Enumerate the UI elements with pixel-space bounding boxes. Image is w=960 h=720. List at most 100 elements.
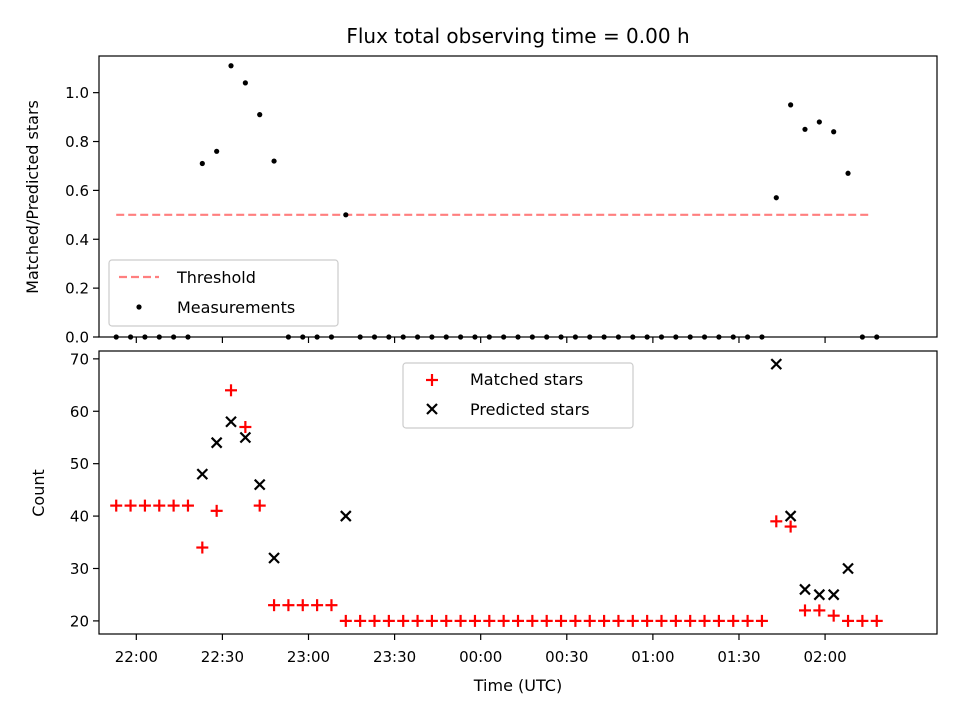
count-legend-box xyxy=(402,362,634,429)
matched-star-point xyxy=(311,599,324,612)
matched-star-point xyxy=(856,614,869,627)
ratio-y-tick-label: 0.0 xyxy=(65,329,89,347)
predicted-star-point xyxy=(225,415,237,428)
matched-star-point xyxy=(712,614,725,627)
matched-star-point xyxy=(626,614,639,627)
count-legend: Matched stars Predicted stars xyxy=(402,362,634,429)
ratio-y-axis-label: Matched/Predicted stars xyxy=(23,100,42,294)
measurement-point xyxy=(257,112,263,118)
matched-star-point xyxy=(770,515,783,528)
ratio-y-tick-label: 0.2 xyxy=(65,280,89,298)
matched-star-point xyxy=(483,614,496,627)
matched-star-point xyxy=(397,614,410,627)
matched-star-point xyxy=(268,599,281,612)
measurement-point xyxy=(773,195,779,201)
count-y-axis-label: Count xyxy=(29,469,48,517)
matched-star-point xyxy=(138,499,151,512)
matched-star-point xyxy=(354,614,367,627)
matched-star-point xyxy=(454,614,467,627)
matched-star-point xyxy=(784,520,797,533)
legend-predicted-label: Predicted stars xyxy=(470,400,590,419)
measurement-point xyxy=(228,63,234,69)
predicted-star-point xyxy=(827,588,840,601)
matched-star-point xyxy=(425,614,438,627)
predicted-star-point xyxy=(784,510,797,522)
predicted-star-point xyxy=(210,436,223,449)
count-y-tick-label: 40 xyxy=(70,508,89,526)
x-tick-label: 23:00 xyxy=(287,648,330,666)
predicted-star-point xyxy=(813,588,826,601)
matched-star-point xyxy=(512,614,524,627)
legend-threshold-label: Threshold xyxy=(176,268,256,287)
matched-star-point xyxy=(282,599,295,612)
matched-star-point xyxy=(497,614,510,627)
ratio-panel: 0.0 0.2 0.4 0.6 0.8 1.0 Matched/Predicted sta… xyxy=(23,55,938,347)
matched-star-point xyxy=(339,614,352,627)
matched-star-point xyxy=(612,614,625,627)
predicted-star-point xyxy=(268,552,280,564)
predicted-star-point xyxy=(340,510,352,522)
predicted-star-point xyxy=(196,468,209,480)
x-tick-label: 01:00 xyxy=(631,648,674,666)
matched-star-point xyxy=(253,499,266,512)
count-panel-frame xyxy=(98,350,938,635)
measurement-point xyxy=(199,160,205,167)
predicted-star-point xyxy=(799,583,811,596)
measurement-point xyxy=(214,148,220,154)
matched-star-point xyxy=(755,614,768,627)
matched-star-point xyxy=(526,614,539,627)
predicted-star-point xyxy=(239,431,252,444)
matched-star-point xyxy=(583,614,596,627)
matched-star-point xyxy=(684,614,697,627)
count-y-tick-label: 30 xyxy=(70,560,89,578)
count-panel: 20 30 40 50 60 70 22:00 22:30 23:00 23:30 00:00 00… xyxy=(29,350,938,695)
matched-star-point xyxy=(698,614,711,627)
matched-star-point xyxy=(569,614,582,627)
measurement-point xyxy=(788,102,794,108)
matched-star-point xyxy=(540,614,553,627)
measurement-point xyxy=(831,129,837,135)
measurement-point xyxy=(802,126,808,132)
measurement-point xyxy=(343,212,349,218)
legend-measurements-label: Measurements xyxy=(177,298,295,317)
matched-star-point xyxy=(827,609,840,622)
matched-star-point xyxy=(167,499,180,512)
x-tick-label: 01:30 xyxy=(717,648,760,666)
matched-star-point xyxy=(110,499,123,512)
ratio-legend: Threshold Measurements xyxy=(108,259,339,327)
x-tick-label: 23:30 xyxy=(373,648,416,666)
predicted-star-point xyxy=(253,478,266,491)
matched-star-point xyxy=(727,614,740,627)
x-tick-label: 02:00 xyxy=(803,648,846,666)
matched-star-point xyxy=(124,499,137,512)
legend-matched-label: Matched stars xyxy=(470,370,583,389)
matched-star-point xyxy=(440,614,453,627)
matched-star-point xyxy=(798,604,811,617)
measurement-point xyxy=(271,158,277,164)
matched-star-point xyxy=(296,599,309,612)
matched-star-point xyxy=(555,614,568,627)
ratio-y-tick-label: 1.0 xyxy=(65,84,89,102)
matched-star-point xyxy=(196,541,209,554)
legend-measurements-swatch xyxy=(136,304,142,310)
count-y-tick-label: 60 xyxy=(70,403,89,421)
predicted-star-point xyxy=(770,358,783,370)
count-y-tick-label: 20 xyxy=(70,612,89,630)
ratio-legend-box xyxy=(108,259,339,327)
matched-star-point xyxy=(468,614,481,627)
matched-star-point xyxy=(225,384,238,397)
measurement-point xyxy=(816,119,822,125)
matched-star-point xyxy=(181,499,194,512)
measurement-point xyxy=(242,80,248,86)
matched-star-point xyxy=(741,614,754,627)
matched-star-point xyxy=(153,499,166,512)
matched-star-point xyxy=(411,614,424,627)
x-tick-label: 00:00 xyxy=(459,648,502,666)
matched-star-point xyxy=(813,604,826,617)
ratio-y-tick-label: 0.6 xyxy=(65,182,89,200)
matched-star-point xyxy=(325,599,338,612)
x-axis-label: Time (UTC) xyxy=(473,676,562,695)
matched-star-point xyxy=(598,614,611,627)
ratio-panel-frame xyxy=(98,55,938,338)
